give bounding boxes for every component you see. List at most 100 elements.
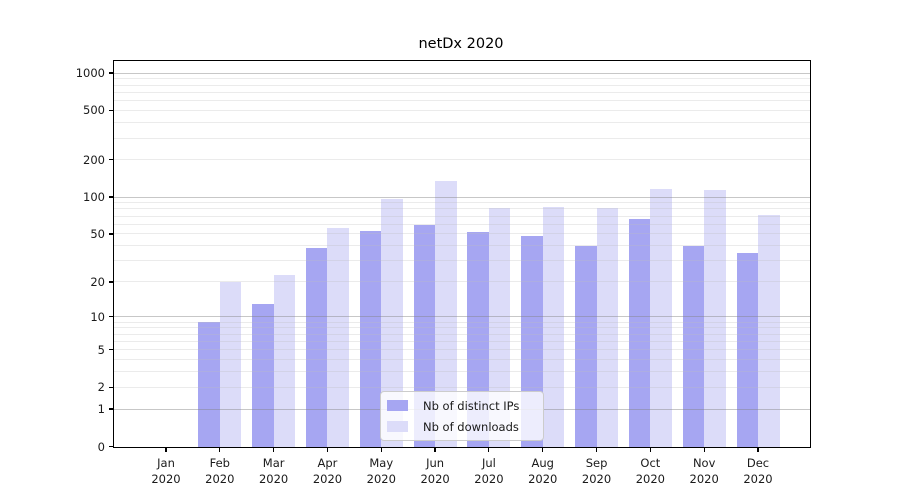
x-tick-year: 2020 xyxy=(689,472,719,486)
x-tick-mark xyxy=(326,447,329,452)
y-tick-mark xyxy=(109,159,113,161)
bar-downloads xyxy=(273,274,296,447)
x-tick-month: Dec xyxy=(746,455,770,470)
bar-distinct-ips xyxy=(252,303,274,447)
y-tick-mark xyxy=(109,349,113,351)
bar-downloads xyxy=(758,214,780,447)
x-tick-month: Jul xyxy=(481,455,496,470)
x-tick-month: Apr xyxy=(317,455,338,470)
bar-distinct-ips xyxy=(682,245,705,447)
bar-downloads xyxy=(435,180,457,447)
y-gridline-minor xyxy=(114,159,810,161)
y-gridline-minor xyxy=(114,84,810,86)
y-tick-label: 0 xyxy=(97,439,105,454)
y-gridline-minor xyxy=(114,91,810,93)
y-gridline-minor xyxy=(114,137,810,139)
bar-distinct-ips xyxy=(575,245,597,447)
x-tick-mark xyxy=(703,447,705,452)
x-tick-label: Dec 2020 xyxy=(726,455,790,488)
y-gridline-minor xyxy=(114,359,810,360)
legend-item-downloads: Nb of downloads xyxy=(387,419,537,434)
y-gridline-minor xyxy=(114,233,810,235)
y-tick-label: 200 xyxy=(83,152,105,167)
y-tick-label: 10 xyxy=(90,309,105,324)
x-tick-year: 2020 xyxy=(312,472,343,486)
bar-distinct-ips xyxy=(305,248,328,447)
x-tick-label: Oct 2020 xyxy=(618,455,682,488)
bar-downloads xyxy=(219,281,242,447)
y-gridline-minor xyxy=(114,281,810,283)
x-tick-mark xyxy=(757,447,759,452)
y-gridline-minor xyxy=(114,215,810,217)
x-tick-month: Jan xyxy=(157,455,175,470)
x-tick-label: Jul 2020 xyxy=(457,455,521,488)
y-tick-label: 1000 xyxy=(75,66,105,81)
legend-label-distinct-ips: Nb of distinct IPs xyxy=(423,398,520,413)
bar-downloads xyxy=(381,198,403,447)
y-tick-mark xyxy=(109,109,113,112)
ticks-layer: 0 1 2 5 10 20 50 100 200 500 1000 Jan 2020 Feb 2020 Mar… xyxy=(76,61,810,486)
y-tick-mark xyxy=(109,445,113,448)
x-tick-month: Oct xyxy=(640,455,661,470)
y-gridline-major xyxy=(114,316,810,318)
x-tick-month: Mar xyxy=(262,455,285,470)
y-tick-mark xyxy=(109,281,113,283)
x-tick-mark xyxy=(542,447,544,452)
y-gridline-minor xyxy=(114,371,810,373)
bar-downloads xyxy=(488,208,511,447)
bar-downloads xyxy=(704,190,726,447)
y-tick-mark xyxy=(109,196,113,198)
y-gridline-minor xyxy=(114,223,810,225)
y-tick-mark xyxy=(109,386,113,388)
bar-distinct-ips xyxy=(628,219,651,447)
x-tick-label: Sep 2020 xyxy=(565,455,629,488)
x-tick-mark xyxy=(488,447,490,452)
y-tick-mark xyxy=(109,408,113,410)
bar-downloads xyxy=(650,189,672,447)
y-gridline-major xyxy=(114,72,810,74)
y-tick-mark xyxy=(109,316,113,318)
y-gridline-minor xyxy=(114,100,810,102)
x-tick-month: Sep xyxy=(585,455,608,470)
x-tick-label: Feb 2020 xyxy=(188,455,252,488)
y-gridline-minor xyxy=(114,78,810,80)
y-gridline-minor xyxy=(114,121,810,123)
bar-distinct-ips xyxy=(359,230,382,447)
y-gridline-minor xyxy=(114,202,810,204)
x-tick-label: Jun 2020 xyxy=(403,455,467,488)
y-tick-label: 2 xyxy=(97,380,105,395)
legend-swatch-distinct-ips xyxy=(387,400,408,411)
x-tick-mark xyxy=(595,447,598,452)
x-tick-label: Nov 2020 xyxy=(672,455,736,488)
bar-downloads xyxy=(327,227,349,447)
x-tick-month: Feb xyxy=(209,455,230,470)
x-tick-label: May 2020 xyxy=(349,455,413,488)
x-tick-year: 2020 xyxy=(635,472,665,486)
y-gridline-minor xyxy=(114,245,810,247)
y-gridline-minor xyxy=(114,260,810,262)
chart-title: netDx 2020 xyxy=(418,36,504,52)
y-gridline-minor xyxy=(114,386,810,388)
y-gridline-minor xyxy=(114,333,810,335)
x-tick-year: 2020 xyxy=(151,472,181,486)
bar-distinct-ips xyxy=(198,322,220,447)
x-tick-mark xyxy=(649,447,651,452)
y-tick-mark xyxy=(109,72,113,74)
y-tick-label: 1 xyxy=(97,402,105,417)
y-gridline-minor xyxy=(114,321,810,323)
x-tick-year: 2020 xyxy=(420,472,450,486)
bar-distinct-ips xyxy=(736,252,758,447)
y-tick-mark xyxy=(109,233,113,235)
bar-downloads xyxy=(542,207,565,447)
y-gridline-minor xyxy=(114,349,810,351)
bar-downloads xyxy=(596,207,619,447)
x-tick-label: Mar 2020 xyxy=(242,455,306,488)
x-tick-month: Jun xyxy=(426,455,445,470)
y-gridline-major xyxy=(114,196,810,198)
x-tick-mark xyxy=(273,447,275,452)
x-tick-year: 2020 xyxy=(258,472,289,486)
y-gridline-minor xyxy=(114,340,810,342)
y-tick-label: 500 xyxy=(83,103,105,118)
legend: Nb of distinct IPs Nb of downloads xyxy=(380,391,544,441)
